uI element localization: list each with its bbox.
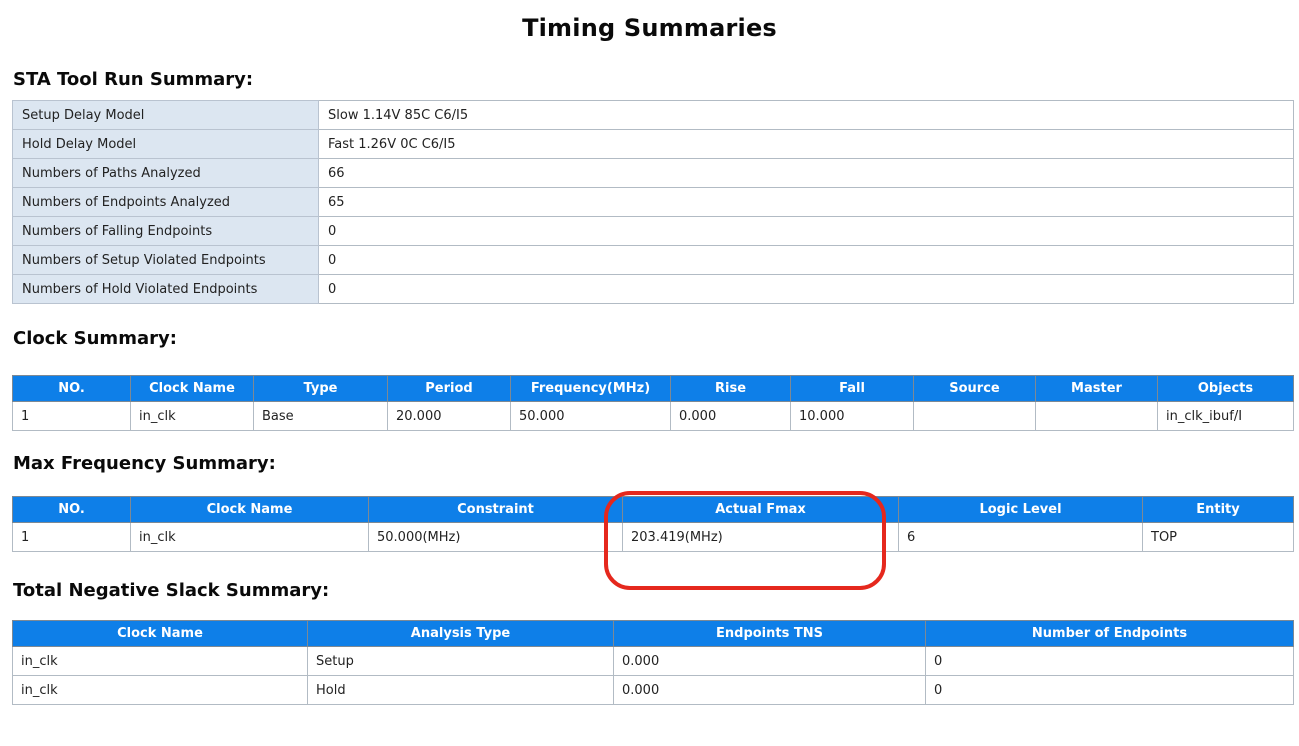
cell: 10.000 <box>790 401 914 431</box>
cell: Base <box>253 401 388 431</box>
cell <box>913 401 1036 431</box>
section-heading-max-frequency-summary: Max Frequency Summary: <box>13 453 276 474</box>
table-row: 1 in_clk Base 20.000 50.000 0.000 10.000… <box>12 401 1294 431</box>
header-cell: Clock Name <box>130 496 369 523</box>
cell: in_clk <box>130 522 369 552</box>
row-label: Numbers of Hold Violated Endpoints <box>12 274 319 304</box>
table-row: 1 in_clk 50.000(MHz) 203.419(MHz) 6 TOP <box>12 522 1294 552</box>
header-cell: Frequency(MHz) <box>510 375 671 402</box>
cell: 1 <box>12 401 131 431</box>
table-header-row: NO. Clock Name Constraint Actual Fmax Lo… <box>12 496 1294 523</box>
cell: 50.000(MHz) <box>368 522 623 552</box>
row-value: 66 <box>318 158 1294 188</box>
cell: 1 <box>12 522 131 552</box>
header-cell: Objects <box>1157 375 1294 402</box>
row-label: Numbers of Falling Endpoints <box>12 216 319 246</box>
row-value: 65 <box>318 187 1294 217</box>
row-label: Numbers of Endpoints Analyzed <box>12 187 319 217</box>
sta-summary-table: Setup Delay Model Slow 1.14V 85C C6/I5 H… <box>12 100 1294 304</box>
row-label: Numbers of Paths Analyzed <box>12 158 319 188</box>
header-cell: Source <box>913 375 1036 402</box>
cell: 0.000 <box>670 401 791 431</box>
header-cell: Fall <box>790 375 914 402</box>
cell: 20.000 <box>387 401 511 431</box>
header-cell: Entity <box>1142 496 1294 523</box>
cell: in_clk <box>12 675 308 705</box>
header-cell: Type <box>253 375 388 402</box>
table-row: Hold Delay Model Fast 1.26V 0C C6/I5 <box>12 129 1294 159</box>
section-heading-clock-summary: Clock Summary: <box>13 328 177 349</box>
timing-report-page: Timing Summaries STA Tool Run Summary: S… <box>0 14 1299 746</box>
table-row: Numbers of Hold Violated Endpoints 0 <box>12 274 1294 304</box>
cell: 0 <box>925 646 1294 676</box>
header-cell: Constraint <box>368 496 623 523</box>
cell: TOP <box>1142 522 1294 552</box>
header-cell: Rise <box>670 375 791 402</box>
header-cell: Clock Name <box>12 620 308 647</box>
cell: Setup <box>307 646 614 676</box>
row-value: 0 <box>318 274 1294 304</box>
table-row: Numbers of Setup Violated Endpoints 0 <box>12 245 1294 275</box>
cell: in_clk <box>130 401 254 431</box>
cell: 50.000 <box>510 401 671 431</box>
table-row: Numbers of Endpoints Analyzed 65 <box>12 187 1294 217</box>
row-label: Numbers of Setup Violated Endpoints <box>12 245 319 275</box>
cell: 0.000 <box>613 675 926 705</box>
cell <box>1035 401 1158 431</box>
table-row: in_clk Setup 0.000 0 <box>12 646 1294 676</box>
max-frequency-summary-table: NO. Clock Name Constraint Actual Fmax Lo… <box>12 496 1294 552</box>
header-cell: Actual Fmax <box>622 496 899 523</box>
header-cell: NO. <box>12 496 131 523</box>
header-cell: Master <box>1035 375 1158 402</box>
table-row: in_clk Hold 0.000 0 <box>12 675 1294 705</box>
row-value: 0 <box>318 245 1294 275</box>
table-row: Setup Delay Model Slow 1.14V 85C C6/I5 <box>12 100 1294 130</box>
cell: 0 <box>925 675 1294 705</box>
row-label: Setup Delay Model <box>12 100 319 130</box>
header-cell: Analysis Type <box>307 620 614 647</box>
cell: 6 <box>898 522 1143 552</box>
row-label: Hold Delay Model <box>12 129 319 159</box>
cell: Hold <box>307 675 614 705</box>
table-header-row: Clock Name Analysis Type Endpoints TNS N… <box>12 620 1294 647</box>
header-cell: Clock Name <box>130 375 254 402</box>
row-value: Slow 1.14V 85C C6/I5 <box>318 100 1294 130</box>
clock-summary-table: NO. Clock Name Type Period Frequency(MHz… <box>12 375 1294 431</box>
section-heading-sta-tool-run-summary: STA Tool Run Summary: <box>13 69 254 90</box>
header-cell: NO. <box>12 375 131 402</box>
row-value: 0 <box>318 216 1294 246</box>
section-heading-total-negative-slack-summary: Total Negative Slack Summary: <box>13 580 330 601</box>
cell: 0.000 <box>613 646 926 676</box>
header-cell: Logic Level <box>898 496 1143 523</box>
header-cell: Period <box>387 375 511 402</box>
cell: 203.419(MHz) <box>622 522 899 552</box>
tns-summary-table: Clock Name Analysis Type Endpoints TNS N… <box>12 620 1294 705</box>
cell: in_clk <box>12 646 308 676</box>
cell: in_clk_ibuf/I <box>1157 401 1294 431</box>
header-cell: Endpoints TNS <box>613 620 926 647</box>
page-title: Timing Summaries <box>522 14 777 42</box>
row-value: Fast 1.26V 0C C6/I5 <box>318 129 1294 159</box>
table-header-row: NO. Clock Name Type Period Frequency(MHz… <box>12 375 1294 402</box>
table-row: Numbers of Paths Analyzed 66 <box>12 158 1294 188</box>
header-cell: Number of Endpoints <box>925 620 1294 647</box>
table-row: Numbers of Falling Endpoints 0 <box>12 216 1294 246</box>
